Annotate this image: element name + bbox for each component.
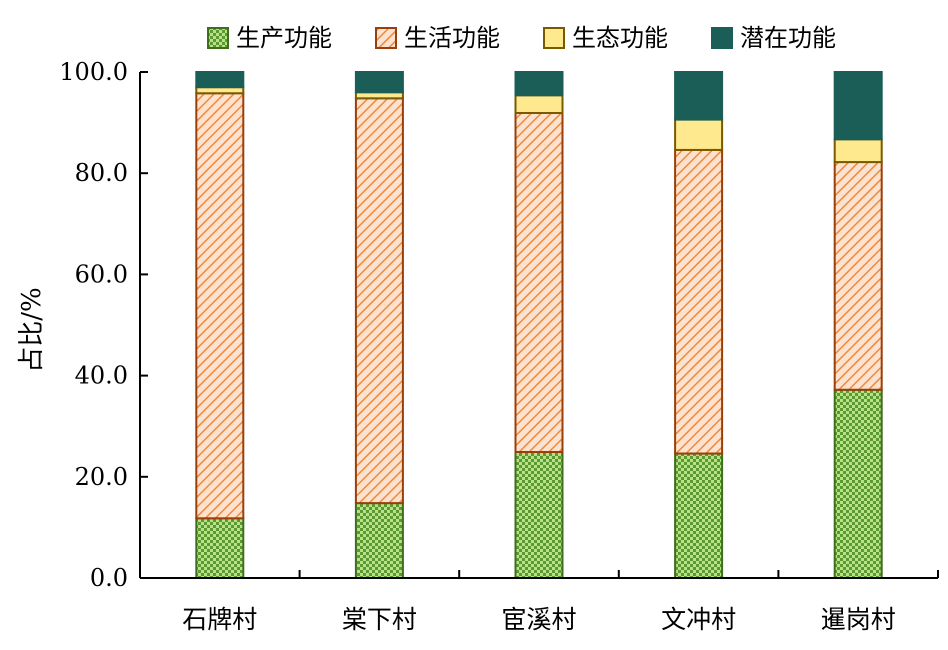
legend-label-3: 生态功能 bbox=[572, 24, 668, 52]
bar-segment-4-2 bbox=[354, 71, 404, 94]
legend-label-1: 生产功能 bbox=[236, 24, 332, 52]
bar-segment-1-3 bbox=[514, 451, 564, 580]
legend-swatch-2 bbox=[375, 27, 397, 49]
bars bbox=[195, 71, 883, 580]
bar-segment-2-4 bbox=[674, 148, 724, 455]
bar-segment-1-2 bbox=[354, 502, 404, 579]
x-tick-label-2: 棠下村 bbox=[342, 605, 417, 634]
bar-segment-2-3 bbox=[514, 111, 564, 454]
x-tick-label-1: 石牌村 bbox=[182, 605, 257, 634]
bar-segment-3-5 bbox=[833, 138, 883, 164]
axes: 0.0 20.0 40.0 60.0 80.0 100.0 石牌村 棠下村 宦溪村 文冲村 暹岗村 bbox=[59, 58, 939, 634]
y-tick-label-1: 0.0 bbox=[90, 564, 128, 592]
legend-label-2: 生活功能 bbox=[404, 24, 500, 52]
bar-segment-4-5 bbox=[833, 71, 883, 141]
x-tick-label-3: 宦溪村 bbox=[501, 605, 576, 634]
bar-segment-4-4 bbox=[674, 71, 724, 121]
y-tick-label-3: 40.0 bbox=[75, 362, 128, 390]
legend: 生产功能 生活功能 生态功能 潜在功能 bbox=[207, 24, 836, 52]
bar-segment-1-1 bbox=[195, 517, 245, 579]
y-axis-label: 占比/% bbox=[17, 287, 47, 372]
x-tick-label-5: 暹岗村 bbox=[821, 605, 896, 634]
legend-label-4: 潜在功能 bbox=[740, 24, 836, 52]
y-tick-label-6: 100.0 bbox=[59, 58, 128, 86]
bar-segment-4-1 bbox=[195, 71, 245, 89]
bar-segment-3-3 bbox=[514, 94, 564, 114]
legend-swatch-1 bbox=[207, 27, 229, 49]
y-tick-label-2: 20.0 bbox=[75, 463, 128, 491]
x-tick-label-4: 文冲村 bbox=[661, 605, 736, 634]
bar-segment-3-4 bbox=[674, 118, 724, 151]
bar-segment-2-1 bbox=[195, 92, 245, 520]
legend-swatch-4 bbox=[711, 27, 733, 49]
bar-segment-4-3 bbox=[514, 71, 564, 97]
legend-swatch-3 bbox=[543, 27, 565, 49]
bar-segment-1-5 bbox=[833, 388, 883, 579]
bar-segment-2-2 bbox=[354, 97, 404, 505]
bar-segment-2-5 bbox=[833, 161, 883, 391]
y-tick-label-4: 60.0 bbox=[75, 260, 128, 288]
bar-segment-1-4 bbox=[674, 452, 724, 579]
y-tick-label-5: 80.0 bbox=[75, 159, 128, 187]
